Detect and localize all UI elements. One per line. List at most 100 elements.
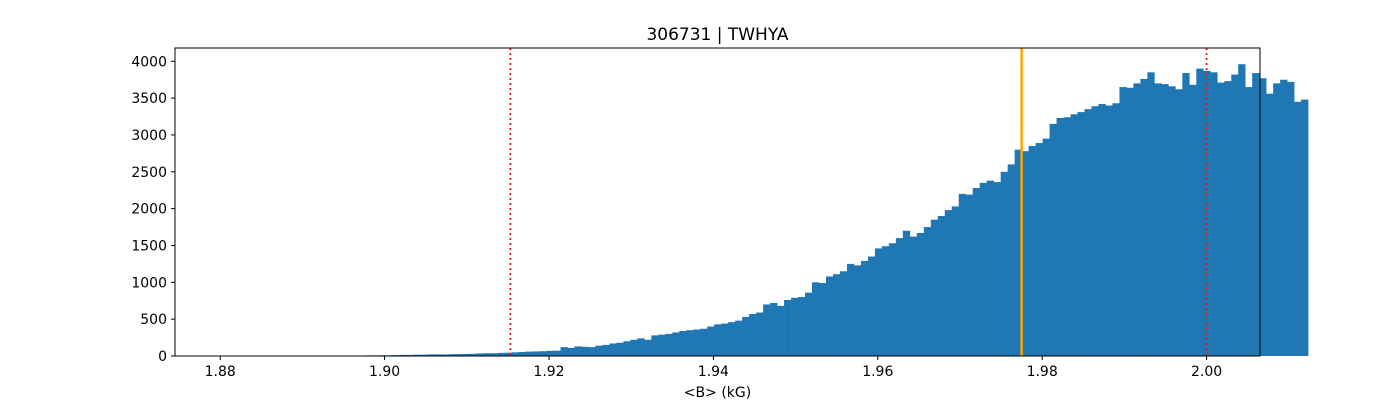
histogram-bar — [1098, 104, 1106, 356]
histogram-bar — [1112, 103, 1120, 357]
histogram-bar — [965, 194, 974, 356]
histogram-bar — [805, 292, 813, 356]
histogram-bar — [497, 352, 505, 356]
histogram-bar — [986, 180, 994, 356]
x-tick-label: 1.94 — [698, 364, 729, 380]
histogram-bar — [1189, 84, 1197, 356]
histogram-bar — [1273, 83, 1281, 357]
histogram-bar — [735, 320, 743, 356]
histogram-bar — [644, 339, 652, 356]
histogram-bar — [1056, 118, 1064, 356]
histogram-bar — [1252, 73, 1260, 356]
histogram-bar — [441, 354, 450, 356]
histogram-bar — [581, 346, 589, 356]
histogram-bar — [784, 300, 792, 356]
histogram-bar — [972, 188, 981, 356]
histogram-bar — [721, 323, 729, 356]
x-tick-label: 1.98 — [1027, 364, 1058, 380]
histogram-bar — [853, 265, 862, 356]
histogram-bar — [895, 238, 904, 356]
histogram-bar — [476, 353, 484, 356]
histogram-bar — [609, 343, 617, 356]
x-tick-label: 1.92 — [533, 364, 564, 380]
y-tick-label: 1500 — [131, 238, 167, 254]
histogram-bar — [1014, 149, 1022, 356]
histogram-bar — [888, 243, 897, 356]
histogram-bar — [679, 330, 687, 356]
histogram-bar — [1210, 72, 1218, 356]
histogram-bar — [399, 354, 408, 356]
histogram-bar — [1140, 78, 1148, 357]
histogram-bar — [469, 353, 477, 356]
histogram-bar — [902, 230, 911, 356]
histogram-bar — [553, 350, 561, 356]
x-axis-label: <B> (kG) — [684, 385, 751, 400]
y-tick-label: 3500 — [131, 91, 167, 107]
histogram-bar — [742, 316, 750, 356]
histogram-bar — [958, 193, 967, 356]
histogram-bar — [1119, 87, 1127, 356]
histogram-bar — [623, 341, 631, 356]
histogram-bar — [993, 182, 1001, 356]
y-tick-label: 2000 — [131, 202, 167, 218]
histogram-bar — [1126, 87, 1134, 356]
histogram-bar — [511, 352, 519, 356]
histogram-bars — [322, 64, 1309, 357]
histogram-bar — [1182, 73, 1190, 356]
histogram-bar — [1168, 86, 1176, 356]
histogram-bar — [832, 274, 841, 356]
histogram-bar — [1021, 151, 1029, 356]
histogram-bar — [1217, 82, 1225, 356]
histogram-bar — [434, 354, 443, 356]
x-tick-label: 1.88 — [205, 364, 236, 380]
histogram-bar — [1042, 138, 1050, 356]
histogram-bar — [1077, 112, 1085, 357]
histogram-bar — [504, 352, 512, 356]
histogram-bar — [930, 219, 939, 356]
histogram-bar — [1259, 78, 1267, 357]
reference-lines — [509, 48, 1208, 356]
histogram-bar — [1028, 146, 1036, 356]
histogram-bar — [916, 232, 925, 356]
histogram-bar — [819, 283, 827, 356]
histogram-bar — [909, 236, 918, 356]
histogram-bar — [707, 326, 715, 356]
histogram-bar — [630, 339, 638, 356]
histogram-bar — [1133, 83, 1141, 357]
histogram-bar — [1084, 109, 1092, 356]
histogram-bar — [1091, 106, 1099, 356]
histogram-bar — [1238, 64, 1246, 357]
histogram-bar — [448, 354, 457, 356]
histogram-bar — [1035, 143, 1043, 356]
histogram-bar — [1000, 171, 1008, 356]
histogram-bar — [944, 210, 953, 356]
histogram-bar — [462, 353, 470, 356]
histogram-bar — [427, 354, 436, 356]
histogram-bar — [518, 351, 526, 356]
histogram-bar — [588, 347, 596, 356]
y-tick-label: 3000 — [131, 128, 167, 144]
histogram-bar — [560, 347, 568, 356]
histogram-bar — [574, 346, 582, 356]
histogram-bar — [770, 302, 778, 356]
histogram-bar — [1147, 72, 1155, 356]
histogram-bar — [846, 263, 855, 356]
x-tick-label: 2.00 — [1191, 364, 1222, 380]
histogram-bar — [728, 322, 736, 356]
histogram-bar — [826, 276, 834, 356]
plot-frame — [174, 47, 1261, 357]
x-tick-label: 1.90 — [369, 364, 400, 380]
histogram-bar — [979, 182, 987, 356]
histogram-bar — [637, 338, 645, 356]
histogram-bar — [923, 227, 932, 356]
histogram-bar — [455, 354, 463, 356]
histogram-bar — [483, 353, 491, 356]
histogram-bar — [616, 342, 624, 356]
histogram-bar — [1161, 84, 1169, 357]
histogram-bar — [756, 312, 764, 356]
histogram-bar — [1224, 81, 1232, 356]
histogram-bar — [532, 351, 540, 356]
x-tick-label: 1.96 — [862, 364, 893, 380]
histogram-bar — [798, 297, 806, 356]
